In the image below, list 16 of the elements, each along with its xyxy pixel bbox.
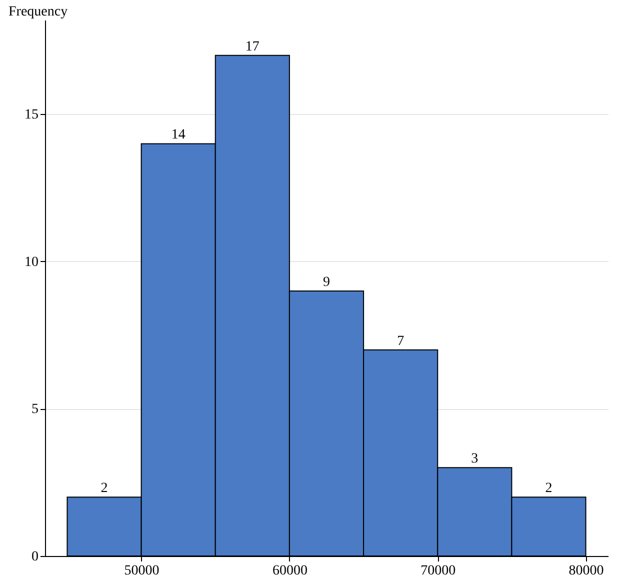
data-label: 14 [171,128,186,143]
x-tick-label: 60000 [272,564,308,578]
y-axis-title: Frequency [8,4,68,20]
y-tick-label: 10 [24,254,38,270]
x-tick-label: 80000 [568,564,604,578]
data-label: 2 [100,481,108,496]
data-label: 2 [545,481,552,496]
y-tick-label: 15 [24,108,38,123]
data-label: 7 [397,334,404,349]
data-label: 17 [245,39,260,54]
y-tick-label: 5 [32,402,38,418]
y-tick-label: 0 [32,550,38,564]
data-label: 9 [323,274,330,290]
x-tick-label: 50000 [124,564,160,578]
data-label: 3 [471,452,478,467]
x-tick-label: 70000 [420,564,456,578]
